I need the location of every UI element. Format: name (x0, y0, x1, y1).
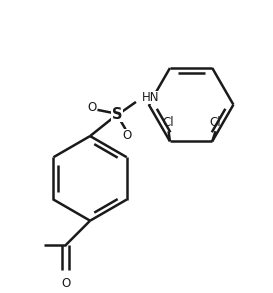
Text: O: O (87, 101, 97, 114)
Text: Cl: Cl (210, 116, 221, 129)
Text: HN: HN (142, 91, 159, 104)
Text: O: O (122, 129, 132, 142)
Text: S: S (112, 107, 123, 122)
Text: Cl: Cl (163, 116, 174, 129)
Text: O: O (61, 277, 70, 290)
